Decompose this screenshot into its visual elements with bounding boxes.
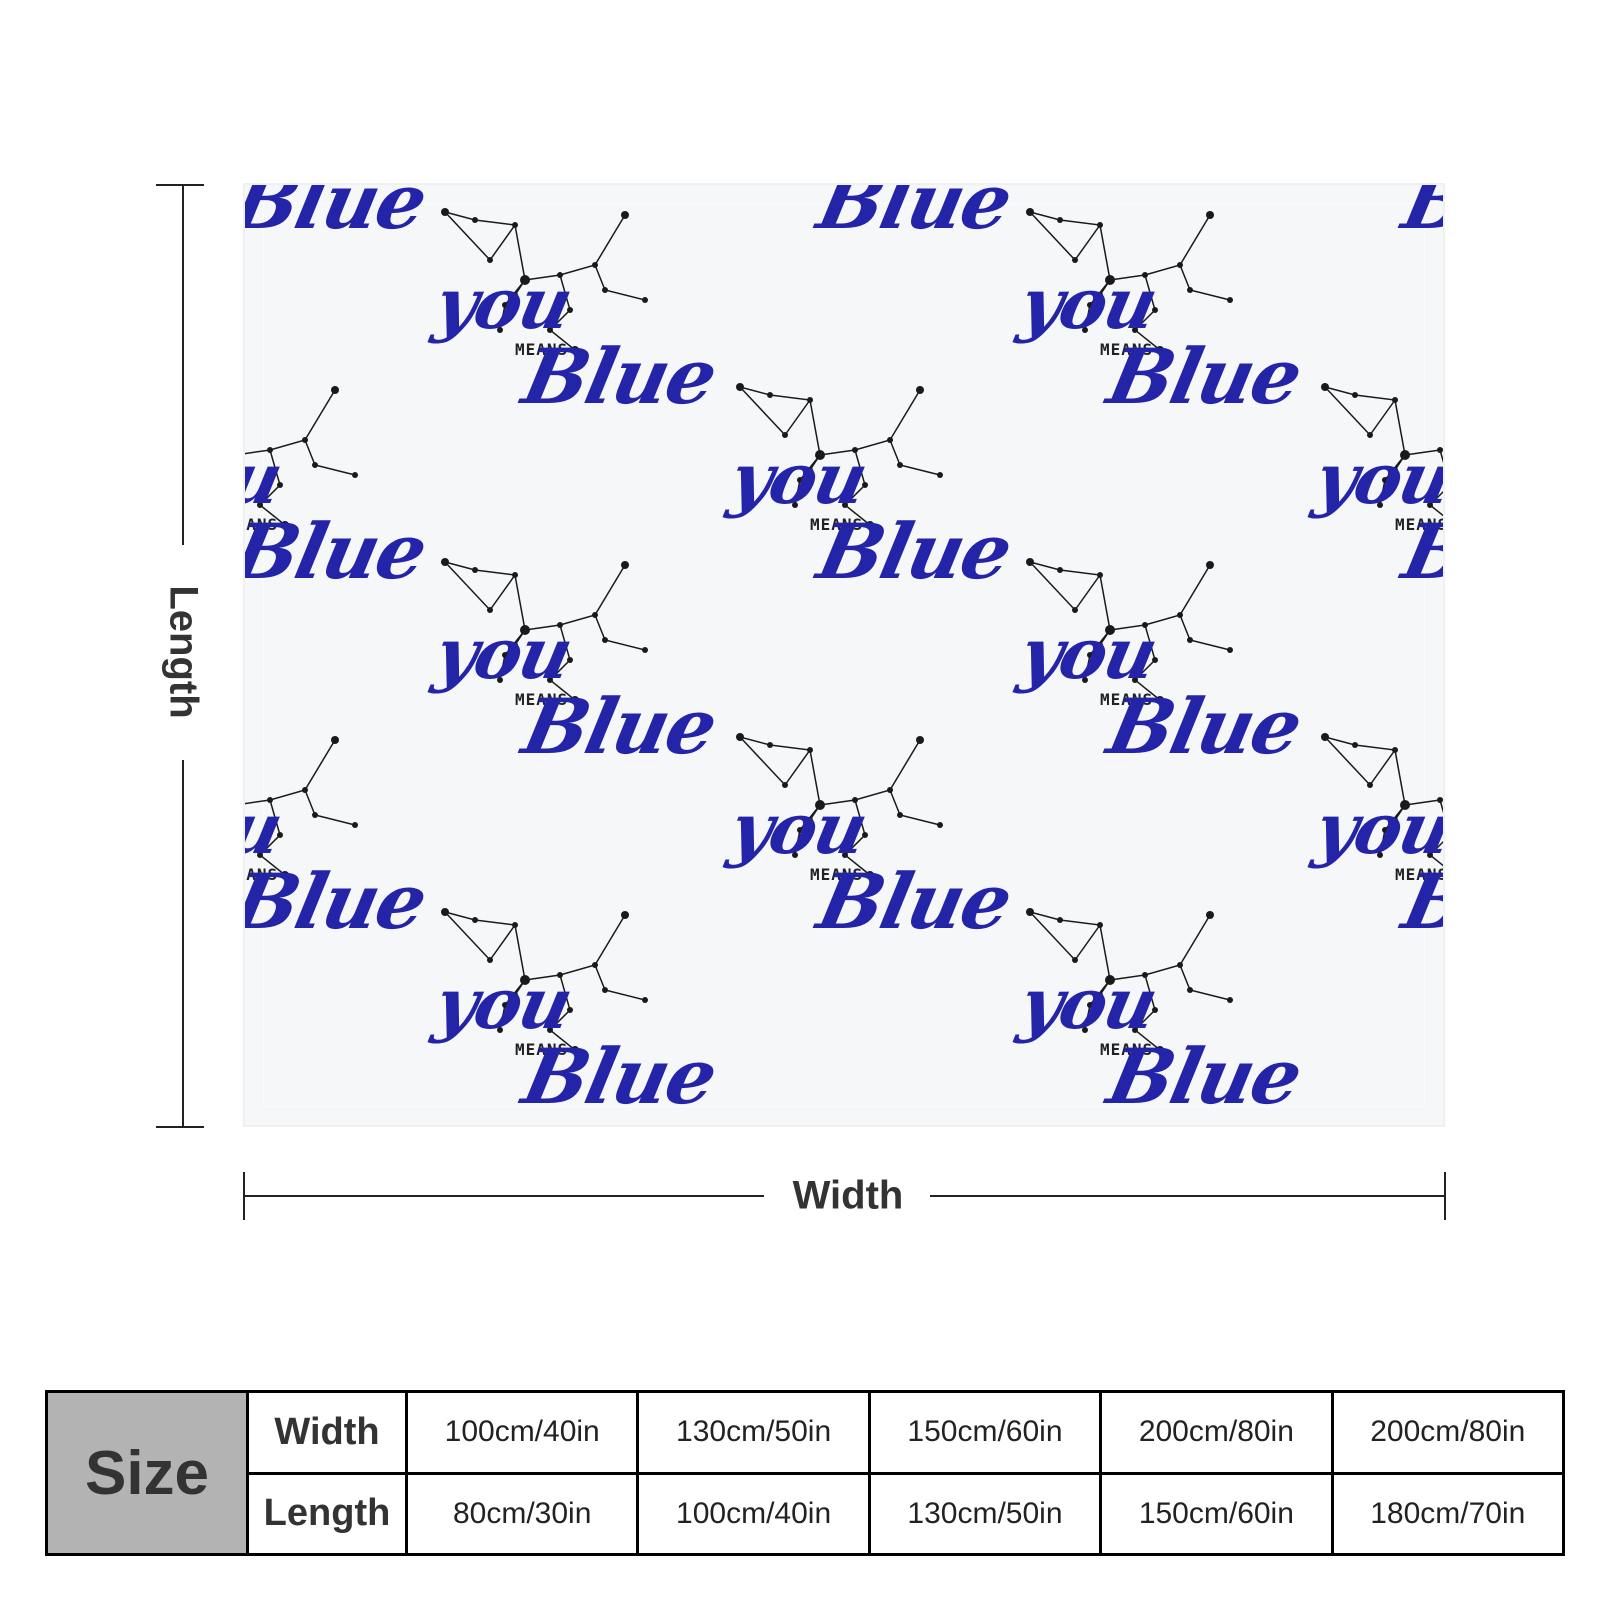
pattern-tile: you MEANS Blue (660, 183, 1019, 275)
pattern-tile: you MEANS Blue (660, 383, 1018, 625)
pattern-tile: you MEANS Blue (1245, 183, 1445, 275)
width-cell: 130cm/50in (636, 1390, 871, 1475)
width-cell: 200cm/80in (1099, 1390, 1334, 1475)
row-label-length: Length (246, 1471, 408, 1556)
pattern-word-means: MEANS (243, 183, 278, 184)
pattern-word-means: MEANS (1395, 865, 1445, 884)
width-line-left (244, 1195, 764, 1197)
size-row-length: Length 80cm/30in 100cm/40in 130cm/50in 1… (47, 1471, 1566, 1556)
length-cell: 100cm/40in (636, 1471, 871, 1556)
pattern-word-means: MEANS (515, 1040, 569, 1059)
pattern-tile: you MEANS Blue (365, 908, 723, 1125)
constellation-icon (736, 733, 943, 879)
pattern-tile: you MEANS Blue (950, 908, 1308, 1125)
width-cell: 100cm/40in (404, 1390, 640, 1475)
constellation-icon (736, 383, 943, 529)
pattern-tile: you MEANS Blue (950, 558, 1308, 800)
constellation-icon (1321, 733, 1443, 867)
width-line-right (930, 1195, 1445, 1197)
width-label: Width (792, 1173, 904, 1218)
constellation-icon (1026, 208, 1233, 354)
size-table: Size Width 100cm/40in 130cm/50in 150cm/6… (45, 1390, 1566, 1556)
length-cap-bottom (156, 1126, 204, 1128)
constellation-icon (441, 208, 648, 354)
size-row-width: Size Width 100cm/40in 130cm/50in 150cm/6… (45, 1390, 1566, 1556)
width-cell: 150cm/60in (867, 1390, 1103, 1475)
pattern-word-means: MEANS (245, 865, 279, 884)
pattern-word-means: MEANS (1100, 340, 1154, 359)
pattern-tile: you MEANS Blue (1245, 733, 1445, 975)
pattern-word-means: MEANS (810, 183, 863, 184)
row-label-width: Width (246, 1390, 408, 1475)
pattern-word-means: MEANS (810, 865, 864, 884)
length-cell: 130cm/50in (867, 1471, 1103, 1556)
length-line-bottom (182, 760, 184, 1128)
constellation-icon (441, 908, 648, 1054)
size-header: Size (45, 1390, 249, 1556)
blanket-inner-border (263, 203, 1425, 1107)
constellation-icon (245, 386, 358, 529)
pattern-tile: you MEANS Blue (245, 385, 433, 625)
pattern-word-blue: Blue (515, 1032, 724, 1121)
pattern-tile: you MEANS Blue (243, 183, 433, 275)
pattern-tile: you MEANS Blue (365, 558, 723, 800)
constellation-icon (1321, 383, 1443, 517)
length-label: Length (161, 585, 206, 719)
blanket-preview: you MEANS Blue you MEANS Blue (243, 183, 1445, 1127)
length-cell: 150cm/60in (1099, 1471, 1334, 1556)
constellation-icon (245, 736, 358, 879)
constellation-icon (1026, 908, 1233, 1054)
pattern-word-means: MEANS (515, 340, 569, 359)
pattern-word-blue: Blue (1100, 1032, 1309, 1121)
constellation-icon (441, 558, 648, 704)
length-line-top (182, 185, 184, 545)
pattern-tile: you MEANS Blue (365, 208, 723, 450)
pattern-word-means: MEANS (1100, 690, 1154, 709)
pattern-word-means: MEANS (1100, 1040, 1154, 1059)
pattern-tile: you MEANS Blue (245, 735, 433, 975)
pattern-word-means: MEANS (245, 515, 279, 534)
length-cap-top (156, 184, 204, 186)
constellation-icon (1026, 558, 1233, 704)
pattern-word-means: MEANS (1395, 515, 1445, 534)
pattern-word-means: MEANS (1395, 183, 1445, 184)
pattern-tile: you MEANS Blue (950, 208, 1308, 450)
length-cell: 80cm/30in (404, 1471, 640, 1556)
pattern-tile: you MEANS Blue (1245, 383, 1445, 625)
pattern-word-means: MEANS (810, 515, 864, 534)
width-cap-right (1444, 1172, 1446, 1220)
pattern-word-means: MEANS (515, 690, 569, 709)
pattern-tile: you MEANS Blue (660, 733, 1018, 975)
width-cell: 200cm/80in (1330, 1390, 1566, 1475)
length-cell: 180cm/70in (1330, 1471, 1566, 1556)
